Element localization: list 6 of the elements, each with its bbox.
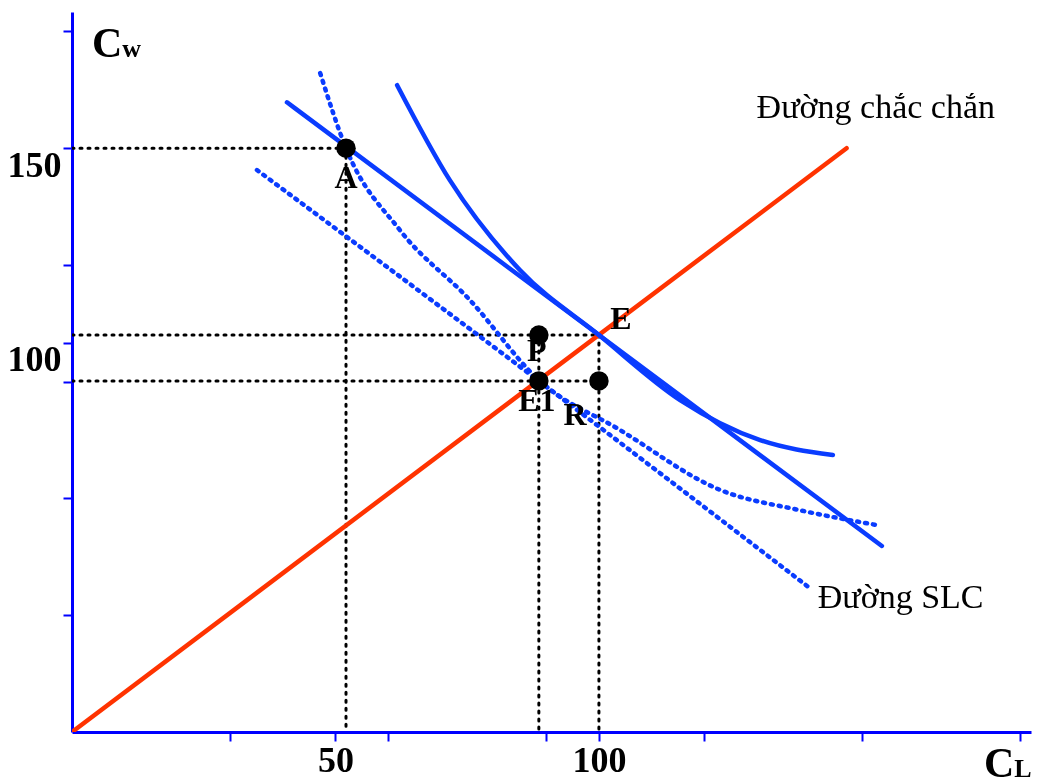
annotation: A	[334, 159, 358, 196]
x-tick-label: 50	[317, 739, 354, 780]
annotation: Đường chắc chắn	[756, 88, 995, 126]
y-tick-label: 150	[7, 144, 62, 185]
annotation: E1	[518, 381, 556, 418]
annotation: Đường SLC	[817, 578, 984, 615]
